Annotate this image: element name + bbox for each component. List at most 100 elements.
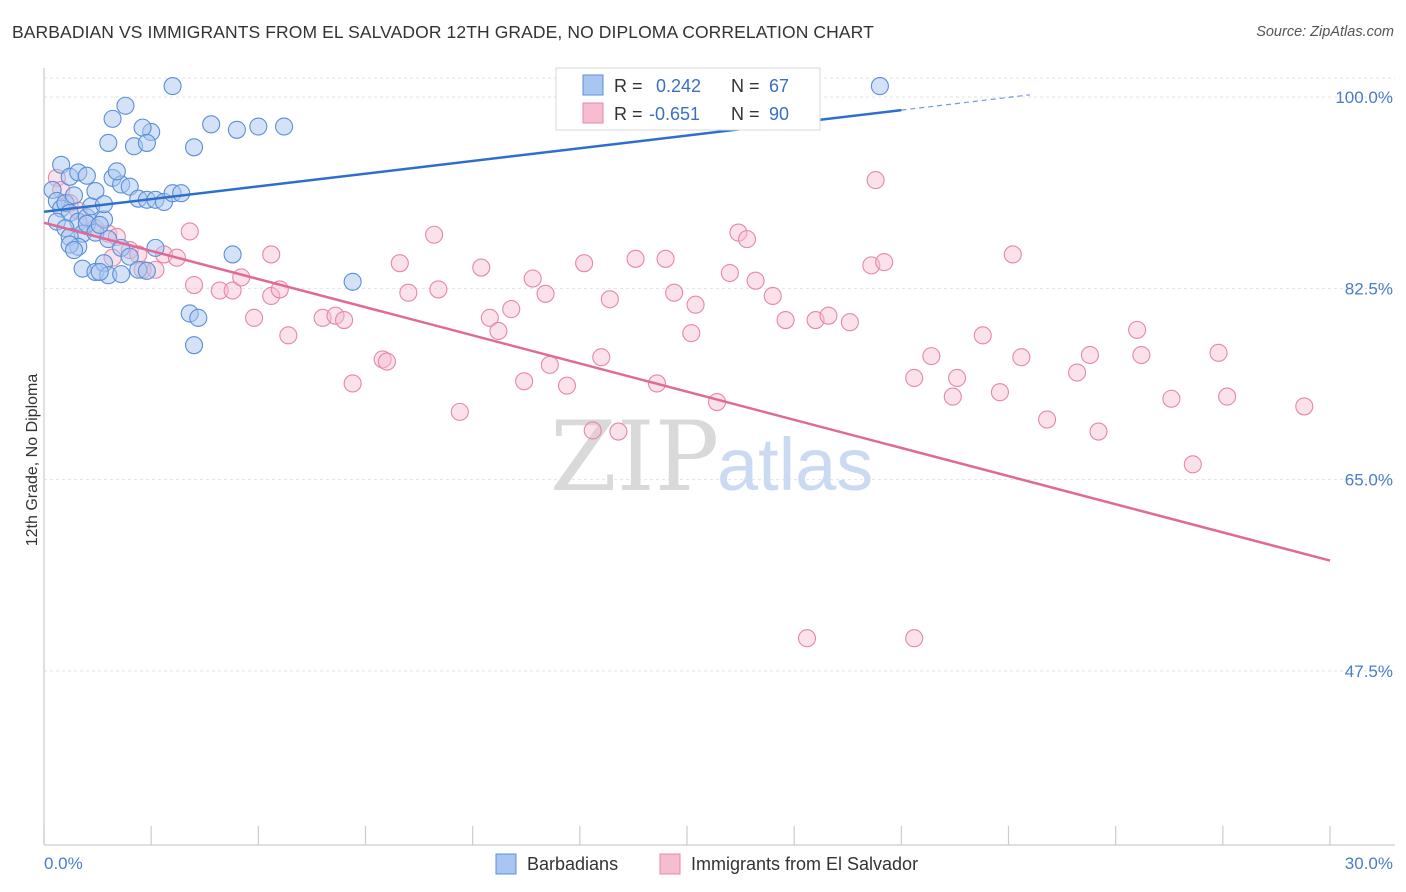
- x-tick-label-min: 0.0%: [44, 854, 83, 873]
- point-el-salvador: [1038, 410, 1057, 429]
- legend-bottom-swatch-pink: [659, 853, 681, 875]
- point-barbadian: [64, 186, 84, 205]
- watermark-zip: ZIP: [550, 401, 719, 513]
- point-el-salvador: [1012, 348, 1031, 367]
- point-el-salvador: [184, 276, 204, 295]
- point-el-salvador: [1162, 389, 1181, 408]
- point-el-salvador: [686, 295, 705, 314]
- point-el-salvador: [1218, 387, 1237, 406]
- point-el-salvador: [575, 254, 594, 273]
- point-el-salvador: [943, 387, 962, 406]
- point-el-salvador: [480, 308, 499, 327]
- y-tick-label: 47.5%: [1345, 662, 1393, 681]
- legend-n-label-blue: N =: [731, 76, 760, 96]
- legend-bottom-label-blue: Barbadians: [527, 854, 618, 874]
- point-barbadian: [90, 262, 109, 281]
- point-barbadian: [86, 181, 105, 201]
- point-barbadian: [184, 138, 204, 157]
- point-el-salvador: [429, 280, 448, 299]
- point-barbadian: [107, 162, 126, 181]
- legend-bottom: Barbadians Immigrants from El Salvador: [495, 853, 918, 875]
- point-el-salvador: [840, 313, 859, 332]
- chart-title: BARBADIAN VS IMMIGRANTS FROM EL SALVADOR…: [12, 22, 874, 42]
- point-el-salvador: [776, 310, 795, 330]
- point-el-salvador: [1128, 320, 1147, 339]
- point-el-salvador: [244, 308, 264, 327]
- point-el-salvador: [1080, 345, 1099, 365]
- legend-bottom-swatch-blue: [495, 853, 517, 875]
- point-el-salvador: [279, 326, 298, 345]
- point-barbadian: [249, 117, 268, 136]
- point-el-salvador: [600, 290, 619, 309]
- point-barbadian: [77, 166, 96, 185]
- point-el-salvador: [540, 355, 559, 374]
- point-barbadian: [137, 261, 156, 280]
- point-el-salvador: [737, 230, 757, 249]
- point-el-salvador: [720, 263, 739, 283]
- legend-r-value-blue: 0.242: [656, 76, 701, 96]
- x-tick-label-max: 30.0%: [1345, 854, 1393, 873]
- legend-swatch-pink: [582, 102, 604, 124]
- legend-r-label-blue: R =: [614, 76, 643, 96]
- point-el-salvador: [1003, 245, 1022, 264]
- point-el-salvador: [515, 372, 534, 391]
- point-barbadian: [99, 133, 118, 152]
- grid: [44, 77, 1395, 672]
- point-barbadian: [202, 115, 221, 134]
- trendline-barbadians-extension: [901, 94, 1031, 111]
- point-el-salvador: [223, 281, 242, 300]
- point-el-salvador: [875, 253, 894, 272]
- point-el-salvador: [583, 421, 602, 440]
- x-ticks: [43, 826, 1331, 845]
- point-el-salvador: [335, 310, 354, 330]
- watermark-atlas: atlas: [717, 423, 873, 506]
- point-el-salvador: [377, 352, 396, 371]
- point-el-salvador: [905, 629, 924, 648]
- point-barbadian: [112, 265, 131, 284]
- legend-n-value-blue: 67: [769, 76, 789, 96]
- point-barbadian: [103, 109, 122, 128]
- point-barbadian: [133, 118, 152, 137]
- point-el-salvador: [973, 326, 992, 345]
- point-el-salvador: [609, 422, 628, 441]
- point-barbadian: [116, 96, 135, 115]
- legend-r-value-pink: -0.651: [649, 104, 700, 124]
- point-barbadian: [189, 308, 208, 327]
- point-barbadian: [172, 184, 191, 203]
- trendline-el-salvador: [43, 221, 1331, 562]
- point-el-salvador: [656, 249, 675, 268]
- point-el-salvador: [232, 268, 251, 287]
- point-el-salvador: [489, 321, 508, 341]
- point-barbadian: [870, 77, 889, 96]
- point-el-salvador: [523, 269, 542, 288]
- series-immigrants-el-salvador: [47, 168, 1314, 648]
- point-barbadian: [184, 336, 204, 355]
- point-el-salvador: [746, 271, 765, 290]
- point-el-salvador: [536, 284, 555, 303]
- series-barbadians: [43, 77, 889, 355]
- legend-n-label-pink: N =: [731, 104, 760, 124]
- legend-top: R = 0.242 N = 67 R = -0.651 N = 90: [555, 67, 821, 131]
- point-el-salvador: [592, 348, 611, 367]
- point-el-salvador: [450, 402, 469, 421]
- point-el-salvador: [326, 306, 345, 325]
- point-el-salvador: [502, 300, 521, 319]
- y-tick-label: 82.5%: [1345, 279, 1393, 298]
- point-el-salvador: [1068, 363, 1087, 382]
- legend-bottom-label-pink: Immigrants from El Salvador: [691, 854, 918, 874]
- point-el-salvador: [866, 171, 885, 190]
- point-el-salvador: [1209, 343, 1228, 362]
- point-barbadian: [275, 117, 294, 136]
- y-tick-label: 100.0%: [1335, 88, 1393, 107]
- point-barbadian: [223, 245, 242, 264]
- point-el-salvador: [905, 368, 924, 388]
- point-el-salvador: [922, 347, 941, 366]
- legend-r-label-pink: R =: [614, 104, 643, 124]
- point-barbadian: [227, 120, 246, 139]
- point-el-salvador: [763, 286, 782, 306]
- point-barbadian: [343, 272, 362, 291]
- point-barbadian: [163, 77, 182, 96]
- point-el-salvador: [343, 374, 362, 393]
- legend-swatch-blue: [582, 74, 604, 96]
